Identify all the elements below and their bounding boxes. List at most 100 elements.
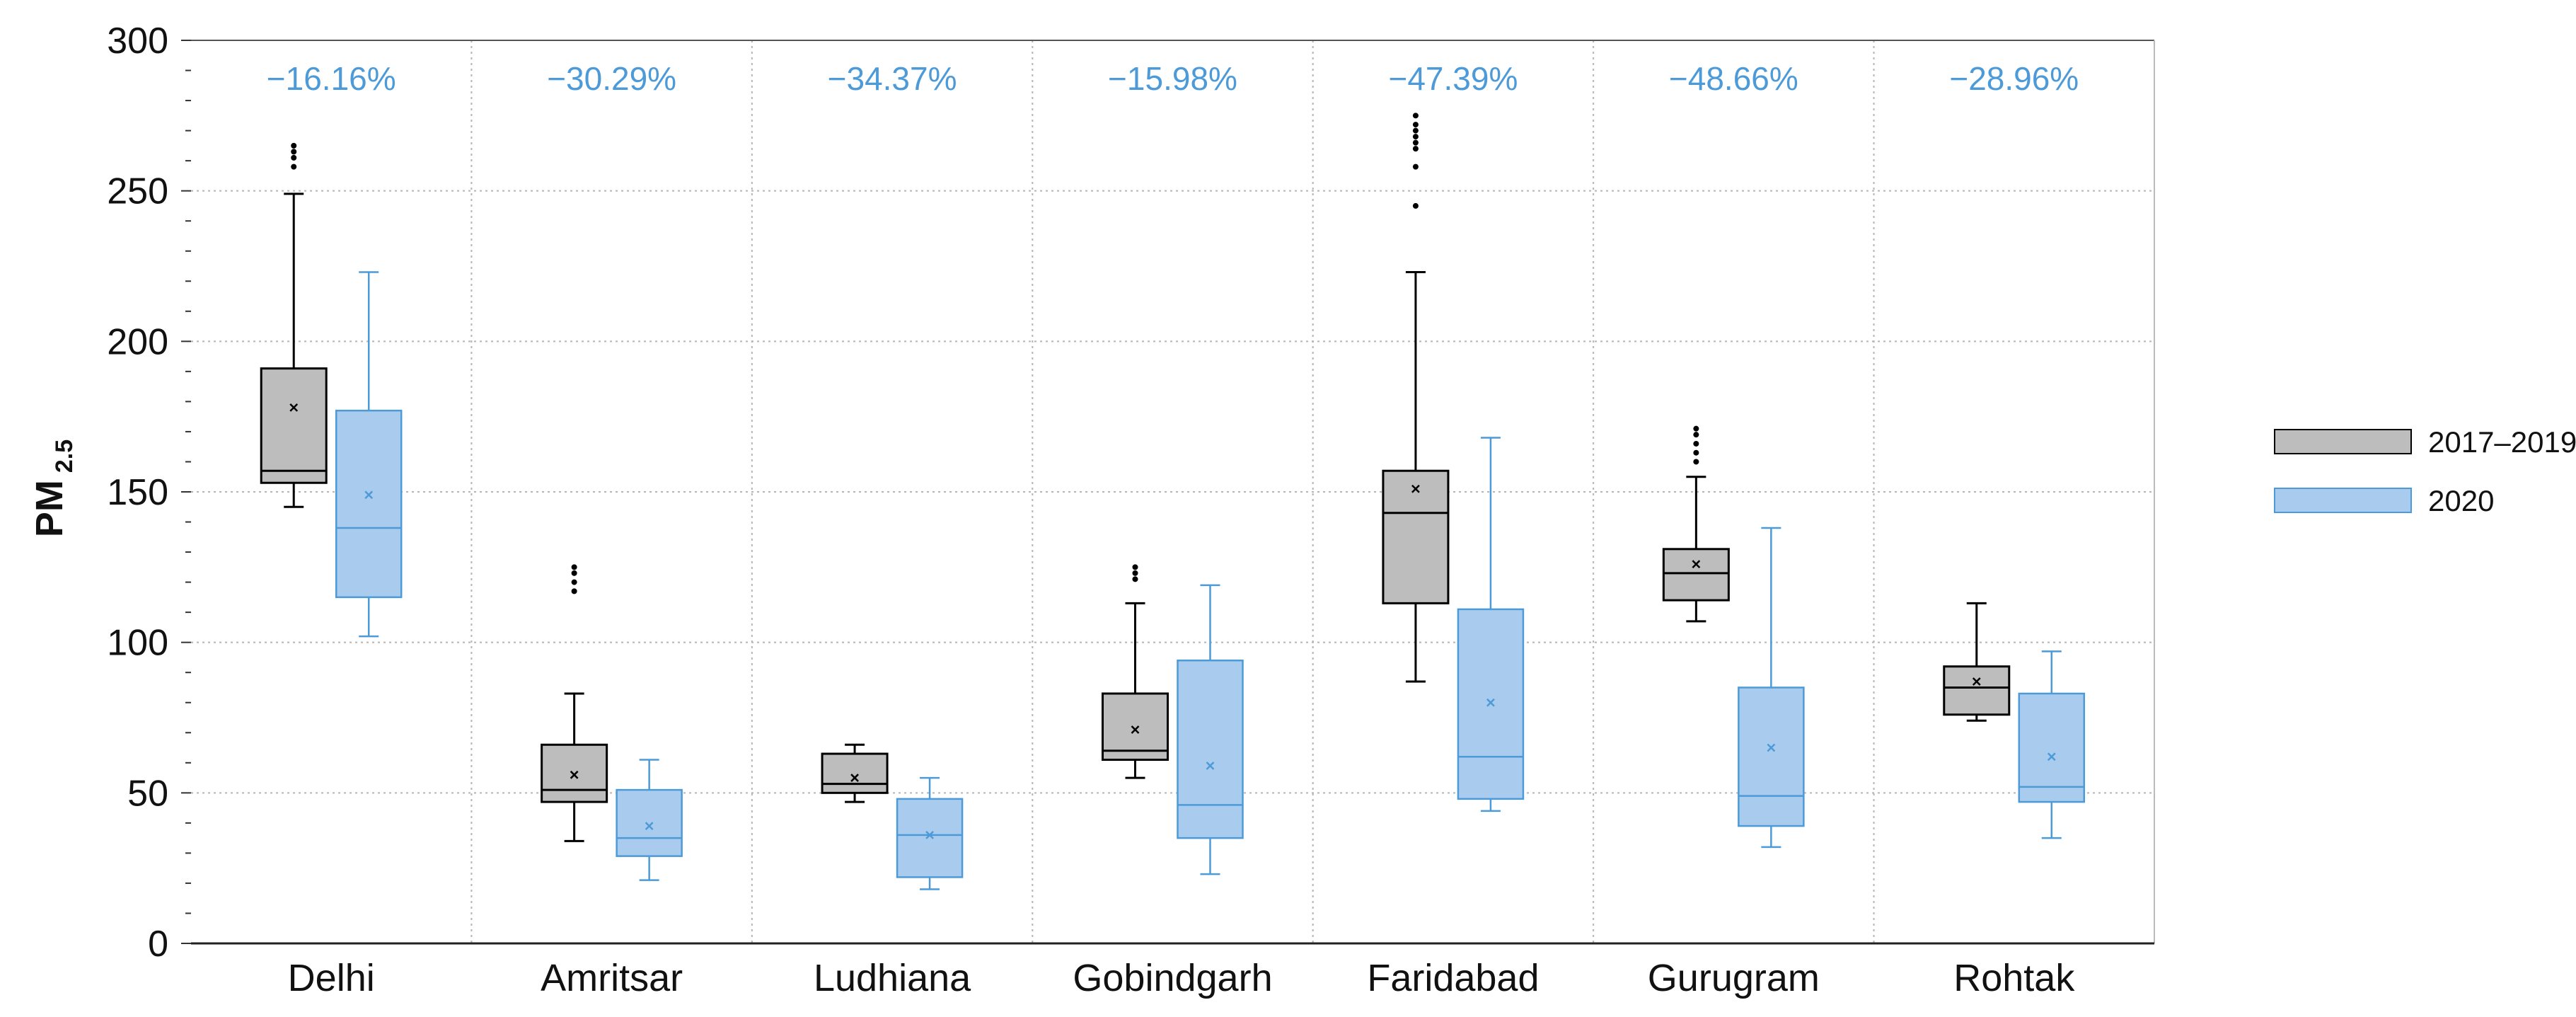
outlier-point [1412,113,1419,119]
category-label: Amritsar [541,957,683,999]
y-tick-label: 250 [107,171,168,212]
axes: 0 50 100 150 200 250 300 [107,21,2155,965]
mean-marker-stroke [1972,677,1981,686]
box-iqr [1102,692,1169,762]
y-axis-label: PM2.5 [28,439,78,537]
outlier-point [571,579,577,585]
mean-marker-stroke [2047,752,2056,762]
percent-change-label: −34.37% [828,60,957,97]
category-delhi: −16.16% Delhi [260,60,403,999]
outlier-point [1693,459,1699,465]
category-label: Rohtak [1953,957,2075,999]
outlier-point [291,142,297,149]
legend-swatch-2020 [2274,488,2412,513]
category-gurugram: −48.66% Gurugram [1648,60,1820,999]
legend-label-2017-2019: 2017–2019 [2428,425,2576,459]
outlier-point [1693,449,1699,456]
outlier-point [1132,570,1138,576]
box-iqr [821,752,889,794]
outlier-point [1132,576,1138,582]
outlier-point [1412,139,1419,146]
box-iqr [260,367,328,484]
mean-marker-stroke [364,490,374,500]
box-rohtak-2017-2019 [1943,602,2011,722]
box-iqr [1177,659,1244,839]
legend: 2017–2019 2020 [2274,425,2576,517]
mean-marker-stroke [570,770,579,779]
box-delhi-2017-2019 [260,142,328,508]
y-tick-label: 100 [107,623,168,664]
outlier-point [571,564,577,570]
mean-marker [570,770,579,779]
box-delhi-2020 [335,271,403,638]
outlier-point [1412,202,1419,209]
mean-marker [1411,484,1420,493]
percent-change-label: −47.39% [1388,60,1518,97]
mean-marker-stroke [645,822,654,831]
mean-marker [364,490,374,500]
y-tick-label: 300 [107,21,168,62]
mean-marker [1131,725,1140,734]
mean-marker [2047,752,2056,762]
outlier-point [1412,122,1419,128]
category-rohtak: −28.96% Rohtak [1943,60,2086,999]
box-iqr [335,409,403,599]
mean-marker [1972,677,1981,686]
mean-marker-stroke [925,830,934,839]
box-ludhiana-2017-2019 [821,743,889,803]
category-amritsar: −30.29% Amritsar [541,60,683,999]
outlier-point [1693,425,1699,432]
box-plots: −16.16% Delhi −30.29% Amritsar −34.37% Ludhia… [260,60,2086,999]
box-amritsar-2017-2019 [541,564,608,842]
y-tick-label: 150 [107,472,168,513]
outlier-point [1693,440,1699,447]
mean-marker-stroke [1206,762,1215,770]
category-gobindgarh: −15.98% Gobindgarh [1073,60,1272,999]
box-ludhiana-2020 [896,776,964,890]
percent-change-label: −48.66% [1669,60,1798,97]
category-ludhiana: −34.37% Ludhiana [814,60,971,999]
outlier-point [291,154,297,161]
box-amritsar-2020 [616,759,683,881]
grid-lines [191,40,2154,943]
y-tick-label: 50 [127,773,168,814]
box-gurugram-2017-2019 [1662,425,1730,623]
category-label: Gurugram [1648,957,1820,999]
mean-marker [289,403,299,412]
mean-marker [925,830,934,839]
box-iqr [1943,665,2011,716]
y-tick-label: 200 [107,321,168,362]
outlier-point [1412,127,1419,134]
box-iqr [541,743,608,803]
mean-marker-stroke [1486,698,1495,707]
outlier-point [1132,564,1138,570]
mean-marker [1206,762,1215,770]
legend-swatch-2017-2019 [2274,429,2412,454]
percent-change-label: −16.16% [267,60,396,97]
category-label: Delhi [288,957,375,999]
outlier-point [1693,432,1699,438]
box-gobindgarh-2020 [1177,584,1244,875]
box-rohtak-2020 [2018,650,2086,839]
outlier-point [571,588,577,594]
mean-marker-stroke [850,774,859,782]
box-gobindgarh-2017-2019 [1102,564,1169,779]
outlier-point [1412,163,1419,170]
outlier-point [291,149,297,155]
y-axis-title: PM2.5 [28,439,78,537]
mean-marker [1767,743,1776,752]
box-iqr [896,798,964,878]
mean-marker-stroke [1692,560,1701,568]
box-iqr [2018,692,2086,803]
box-faridabad-2020 [1457,437,1525,812]
mean-marker [645,822,654,831]
mean-marker-stroke [1131,725,1140,734]
percent-change-label: −30.29% [547,60,676,97]
box-iqr [616,788,683,857]
outlier-point [571,570,577,576]
mean-marker [850,774,859,782]
box-iqr [1662,548,1730,602]
outlier-point [1412,134,1419,140]
category-faridabad: −47.39% Faridabad [1367,60,1539,999]
outlier-point [291,163,297,170]
